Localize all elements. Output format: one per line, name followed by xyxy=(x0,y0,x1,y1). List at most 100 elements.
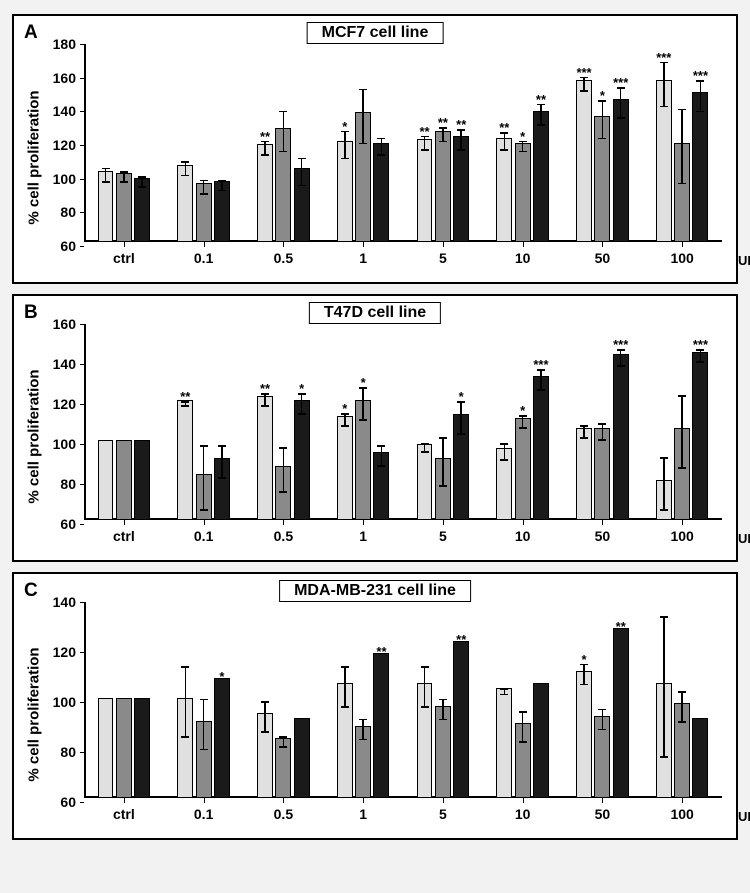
x-tick xyxy=(602,520,603,525)
errorbar-cap xyxy=(200,509,208,511)
errorbar-cap xyxy=(696,361,704,363)
y-tick-label: 80 xyxy=(60,476,76,492)
y-axis-label: % cell proliferation xyxy=(26,90,43,224)
x-tick xyxy=(204,242,205,247)
errorbar-cap xyxy=(359,739,367,741)
bar xyxy=(692,92,708,242)
errorbar-cap xyxy=(660,457,668,459)
errorbar-stem xyxy=(283,448,285,492)
sig-marker: * xyxy=(520,130,525,143)
errorbar-cap xyxy=(617,365,625,367)
errorbar-cap xyxy=(218,180,226,182)
x-tick-label: 100 xyxy=(670,250,693,266)
bar xyxy=(177,400,193,520)
errorbar-stem xyxy=(602,424,604,440)
errorbar-stem xyxy=(362,89,364,143)
errorbar-cap xyxy=(617,117,625,119)
errorbar-stem xyxy=(504,444,506,460)
x-tick xyxy=(682,798,683,803)
errorbar-stem xyxy=(301,158,303,185)
errorbar-cap xyxy=(678,691,686,693)
errorbar-cap xyxy=(261,731,269,733)
bar xyxy=(257,144,273,242)
errorbar-stem xyxy=(381,446,383,466)
errorbar-cap xyxy=(598,423,606,425)
y-tick-label: 60 xyxy=(60,516,76,532)
errorbar-stem xyxy=(424,667,426,707)
errorbar-cap xyxy=(500,694,508,696)
errorbar-stem xyxy=(264,142,266,155)
bar xyxy=(515,418,531,520)
x-tick xyxy=(204,798,205,803)
x-tick xyxy=(602,798,603,803)
errorbar-cap xyxy=(377,465,385,467)
sig-marker: *** xyxy=(613,338,628,351)
x-tick xyxy=(363,520,364,525)
errorbar-cap xyxy=(678,109,686,111)
bar xyxy=(116,173,132,242)
errorbar-stem xyxy=(700,81,702,111)
errorbar-stem xyxy=(264,702,266,732)
errorbar-cap xyxy=(359,143,367,145)
y-tick xyxy=(80,802,84,803)
errorbar-cap xyxy=(279,736,287,738)
errorbar-cap xyxy=(138,186,146,188)
errorbar-cap xyxy=(580,90,588,92)
errorbar-cap xyxy=(660,616,668,618)
errorbar-stem xyxy=(540,105,542,125)
panel-letter: C xyxy=(24,580,38,602)
errorbar-cap xyxy=(102,168,110,170)
errorbar-cap xyxy=(181,736,189,738)
errorbar-stem xyxy=(540,370,542,390)
errorbar-stem xyxy=(185,667,187,737)
errorbar-cap xyxy=(500,459,508,461)
sig-marker: ** xyxy=(260,130,270,143)
bar xyxy=(613,99,629,242)
x-tick-label: 50 xyxy=(595,528,611,544)
bar xyxy=(373,653,389,798)
x-tick-label: 0.1 xyxy=(194,806,213,822)
bar xyxy=(692,718,708,798)
x-tick-label: 1 xyxy=(359,250,367,266)
y-tick-label: 120 xyxy=(53,396,76,412)
errorbar-cap xyxy=(678,467,686,469)
errorbar-cap xyxy=(439,485,447,487)
bar xyxy=(496,138,512,242)
y-tick-label: 60 xyxy=(60,238,76,254)
y-tick xyxy=(80,364,84,365)
errorbar-stem xyxy=(583,426,585,438)
x-tick-label: 5 xyxy=(439,250,447,266)
errorbar-cap xyxy=(218,445,226,447)
errorbar-stem xyxy=(663,458,665,510)
errorbar-stem xyxy=(460,402,462,434)
y-tick-label: 160 xyxy=(53,70,76,86)
plot-area: 6080100120140ctrl0.1*0.51**5**1050***100 xyxy=(84,602,722,798)
y-tick-label: 180 xyxy=(53,36,76,52)
errorbar-cap xyxy=(457,149,465,151)
x-tick-label: 10 xyxy=(515,806,531,822)
errorbar-stem xyxy=(203,180,205,193)
errorbar-cap xyxy=(519,711,527,713)
bar xyxy=(98,698,114,798)
x-tick xyxy=(523,520,524,525)
errorbar-cap xyxy=(598,729,606,731)
x-tick-label: 1 xyxy=(359,528,367,544)
y-axis xyxy=(84,44,86,242)
x-tick xyxy=(523,798,524,803)
x-tick xyxy=(124,520,125,525)
bar xyxy=(417,444,433,520)
y-axis xyxy=(84,324,86,520)
y-tick xyxy=(80,524,84,525)
errorbar-stem xyxy=(362,388,364,420)
x-tick-label: 0.1 xyxy=(194,528,213,544)
y-tick-label: 160 xyxy=(53,316,76,332)
errorbar-stem xyxy=(522,712,524,742)
bar xyxy=(453,136,469,242)
panel-title: MCF7 cell line xyxy=(307,22,444,44)
errorbar-cap xyxy=(598,709,606,711)
x-tick-label: ctrl xyxy=(113,528,135,544)
errorbar-cap xyxy=(261,405,269,407)
bar xyxy=(134,440,150,520)
x-tick xyxy=(602,242,603,247)
panel-letter: B xyxy=(24,302,38,324)
